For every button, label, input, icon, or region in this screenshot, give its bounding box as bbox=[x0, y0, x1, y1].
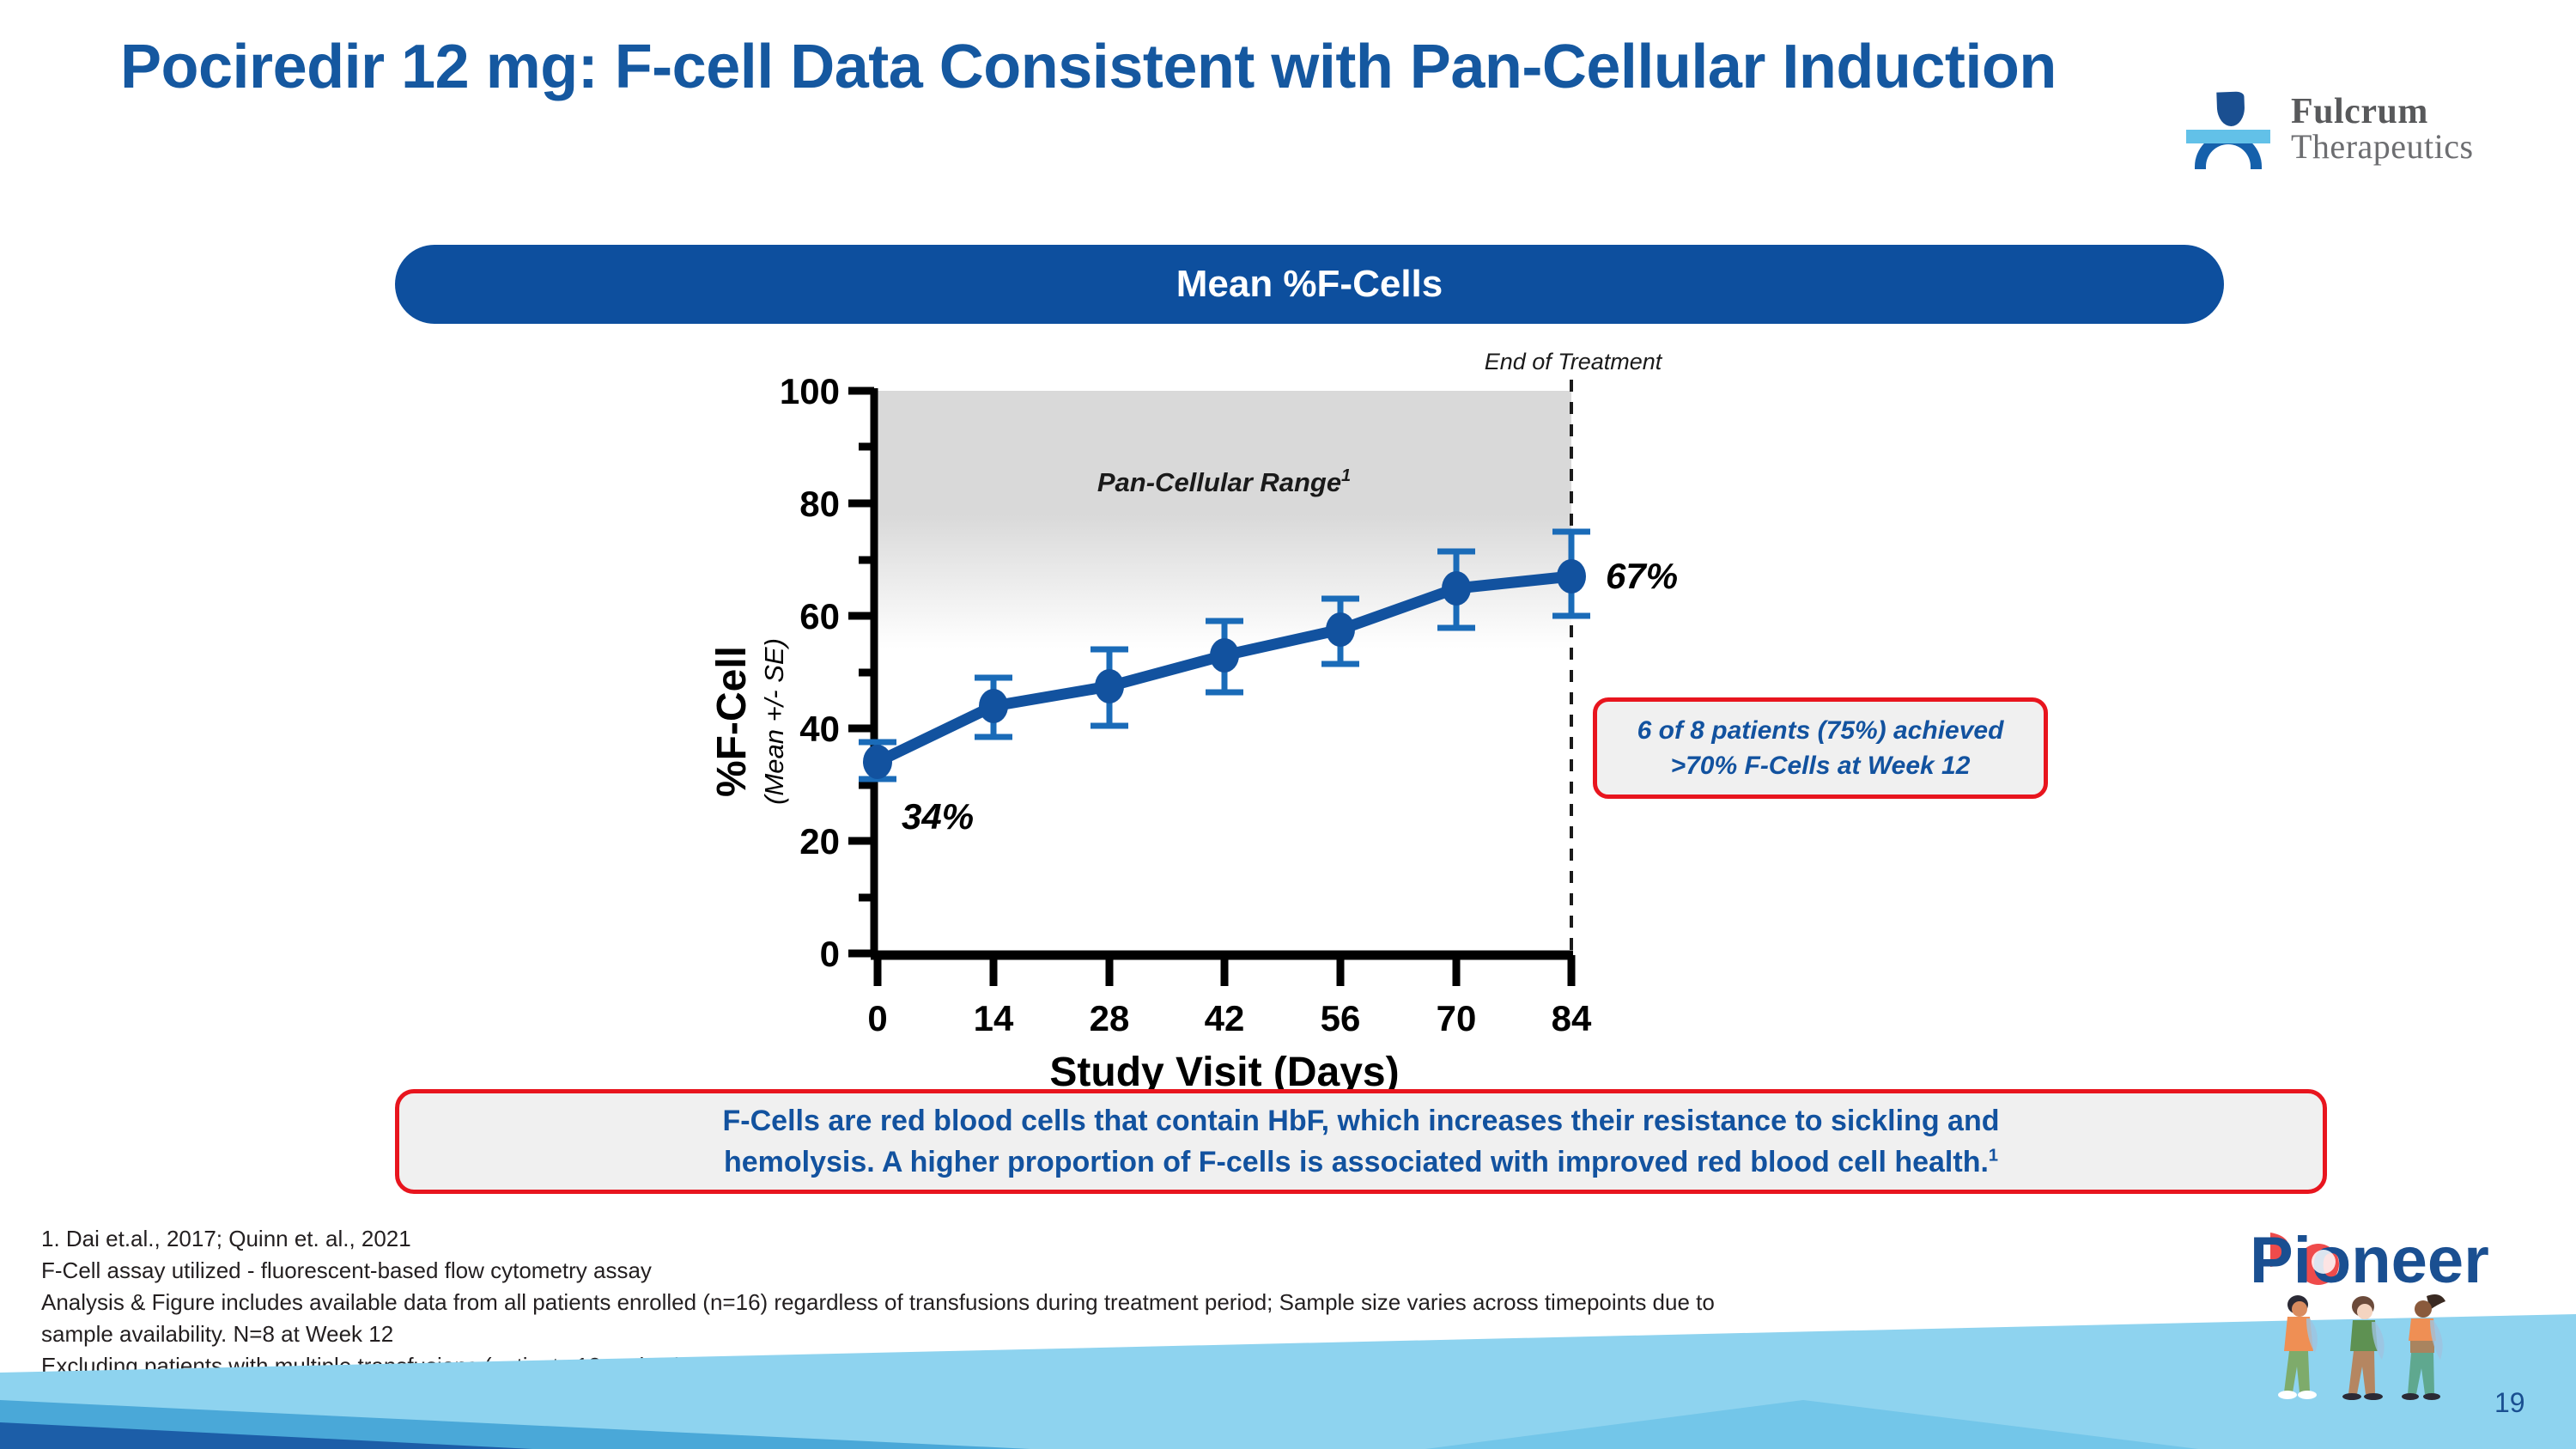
last-point-value-label: 67% bbox=[1606, 556, 1678, 596]
x-tick-label: 56 bbox=[1321, 998, 1361, 1038]
end-of-treatment-label: End of Treatment bbox=[1485, 349, 1663, 374]
f-cell-line-chart: Pan-Cellular Range 1 End of Treatment 10… bbox=[653, 344, 1941, 1099]
person-figure bbox=[2278, 1295, 2318, 1399]
y-tick-label: 60 bbox=[799, 596, 840, 636]
band-accent bbox=[1425, 1400, 2198, 1449]
definition-superscript: 1 bbox=[1988, 1146, 1999, 1166]
fulcrum-bar-shape bbox=[2186, 130, 2270, 143]
pioneer-red-swoosh bbox=[2270, 1233, 2290, 1267]
x-tick-label: 84 bbox=[1552, 998, 1592, 1038]
pan-cellular-range-superscript: 1 bbox=[1341, 466, 1351, 485]
person-figure bbox=[2402, 1294, 2445, 1400]
x-tick-label: 0 bbox=[867, 998, 887, 1038]
data-point bbox=[1326, 612, 1355, 647]
person-figure bbox=[2342, 1296, 2385, 1400]
pioneer-wordmark: Pioneer bbox=[2250, 1224, 2489, 1297]
fulcrum-head-shape bbox=[2216, 91, 2245, 127]
pan-cellular-range-label: Pan-Cellular Range bbox=[1097, 467, 1341, 497]
y-axis-minor-ticks bbox=[859, 442, 874, 902]
definition-line-2-wrap: hemolysis. A higher proportion of F-cell… bbox=[724, 1142, 1998, 1183]
fulcrum-figure-icon bbox=[2181, 90, 2275, 169]
chart-banner: Mean %F-Cells bbox=[395, 245, 2224, 324]
first-point-value-label: 34% bbox=[902, 796, 974, 837]
pioneer-dot-highlight bbox=[2312, 1250, 2336, 1274]
f-cell-definition-box: F-Cells are red blood cells that contain… bbox=[395, 1089, 2327, 1194]
data-point bbox=[863, 745, 892, 779]
pioneer-logo: Pioneer bbox=[2250, 1224, 2489, 1297]
y-axis-ticks bbox=[848, 387, 874, 958]
x-axis-ticks bbox=[873, 955, 1576, 986]
x-tick-label: 42 bbox=[1205, 998, 1245, 1038]
fulcrum-therapeutics-logo: Fulcrum Therapeutics bbox=[2181, 82, 2542, 176]
data-point bbox=[979, 689, 1008, 723]
data-point bbox=[1210, 638, 1239, 673]
fulcrum-wordmark: Fulcrum Therapeutics bbox=[2291, 94, 2474, 164]
band-dark-blue bbox=[0, 1422, 532, 1449]
chart-banner-label: Mean %F-Cells bbox=[1176, 263, 1443, 305]
y-tick-label: 100 bbox=[780, 371, 840, 411]
y-tick-label: 20 bbox=[799, 821, 840, 861]
y-axis-title: %F-Cell bbox=[709, 646, 755, 797]
y-tick-label: 80 bbox=[799, 484, 840, 524]
data-point bbox=[1095, 669, 1124, 703]
footnote-line: sample availability. N=8 at Week 12 bbox=[41, 1320, 394, 1347]
x-tick-label: 70 bbox=[1437, 998, 1477, 1038]
week-12-callout-box: 6 of 8 patients (75%) achieved >70% F-Ce… bbox=[1593, 697, 2048, 799]
week-12-callout-line-1: 6 of 8 patients (75%) achieved bbox=[1637, 715, 2004, 745]
y-tick-label: 40 bbox=[799, 709, 840, 749]
footnote-line: F-Cell assay utilized - fluorescent-base… bbox=[41, 1257, 652, 1283]
data-markers bbox=[863, 559, 1586, 779]
pan-cellular-shaded-band bbox=[878, 391, 1571, 648]
fulcrum-name-line-1: Fulcrum bbox=[2291, 92, 2428, 131]
page-title: Pociredir 12 mg: F-cell Data Consistent … bbox=[120, 33, 2057, 101]
x-axis-title: Study Visit (Days) bbox=[1049, 1050, 1399, 1095]
footnote-line: Analysis & Figure includes available dat… bbox=[41, 1288, 1715, 1315]
bottom-decorative-band bbox=[0, 1314, 2576, 1449]
footnote-line: 1. Dai et.al., 2017; Quinn et. al., 2021 bbox=[41, 1226, 411, 1251]
fulcrum-name-line-2: Therapeutics bbox=[2291, 127, 2474, 166]
x-tick-label: 14 bbox=[974, 998, 1014, 1038]
definition-line-2: hemolysis. A higher proportion of F-cell… bbox=[723, 1146, 1989, 1178]
data-point bbox=[1442, 571, 1471, 606]
y-axis-subtitle: (Mean +/- SE) bbox=[759, 638, 789, 805]
week-12-callout-line-2: >70% F-Cells at Week 12 bbox=[1670, 752, 1971, 780]
page-number: 19 bbox=[2494, 1387, 2525, 1418]
definition-line-1: F-Cells are red blood cells that contain… bbox=[722, 1104, 2000, 1137]
y-tick-label: 0 bbox=[820, 934, 840, 974]
people-illustration bbox=[2278, 1294, 2445, 1400]
data-point bbox=[1557, 559, 1586, 594]
band-light-blue bbox=[0, 1314, 2576, 1449]
x-tick-label: 28 bbox=[1090, 998, 1130, 1038]
